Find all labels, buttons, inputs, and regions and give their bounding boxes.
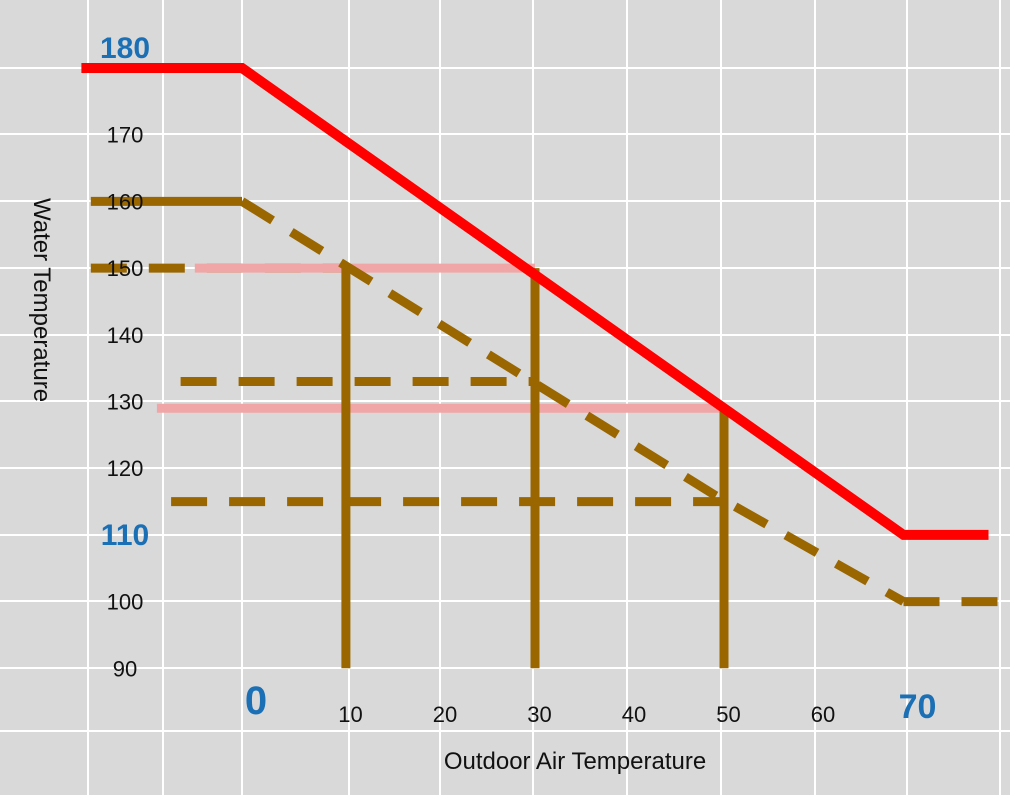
x-axis-label: Outdoor Air Temperature — [444, 748, 706, 775]
x-tick-label: 10 — [338, 702, 362, 727]
y-tick-label: 170 — [107, 123, 144, 148]
y-tick-label: 180 — [100, 32, 150, 65]
series-lines — [81, 63, 998, 607]
y-tick-label: 150 — [107, 256, 144, 281]
y-tick-label: 100 — [107, 590, 144, 615]
x-tick-label: 50 — [716, 702, 740, 727]
y-tick-label: 90 — [113, 656, 137, 681]
series-line — [239, 197, 906, 606]
x-tick-label: 60 — [811, 702, 835, 727]
x-tick-label: 0 — [245, 679, 267, 723]
y-tick-label: 160 — [107, 189, 144, 214]
x-tick-label: 20 — [433, 702, 457, 727]
x-tick-labels: 0 10 20 30 40 50 60 70 — [245, 679, 937, 727]
y-axis-label: Water Temperature — [28, 198, 55, 402]
x-tick-label: 30 — [527, 702, 551, 727]
y-tick-label: 140 — [107, 323, 144, 348]
series-line — [81, 63, 989, 540]
y-tick-label: 110 — [101, 519, 149, 552]
y-tick-label: 120 — [107, 456, 144, 481]
x-tick-label: 70 — [899, 688, 937, 726]
y-tick-label: 130 — [107, 390, 144, 415]
y-tick-labels: 180 170 160 150 140 130 120 110 100 90 — [100, 32, 150, 681]
reference-lines — [90, 263, 729, 669]
x-tick-label: 40 — [622, 702, 646, 727]
